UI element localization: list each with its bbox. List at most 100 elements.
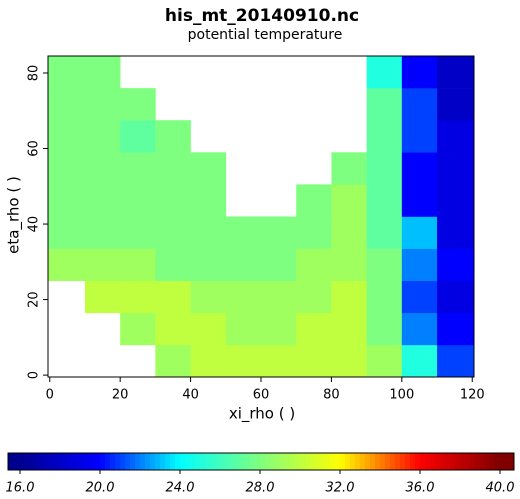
cell <box>190 248 227 281</box>
cell <box>225 312 262 346</box>
cell <box>401 120 438 153</box>
cell <box>84 248 121 281</box>
colorbar-step <box>185 453 191 470</box>
colorbar-step <box>320 453 326 470</box>
colorbar-step <box>340 453 346 470</box>
cell <box>366 344 403 378</box>
colorbar-step <box>445 453 451 470</box>
cell <box>366 184 403 217</box>
cell <box>437 216 475 249</box>
cell <box>84 184 121 217</box>
cell <box>190 216 227 249</box>
colorbar-step <box>220 453 226 470</box>
cell <box>84 280 121 314</box>
colorbar-step <box>450 453 456 470</box>
colorbar-step <box>180 453 186 470</box>
colorbar-step <box>300 453 306 470</box>
cell <box>401 280 438 314</box>
colorbar-step <box>60 453 66 470</box>
colorbar-step <box>480 453 486 470</box>
colorbar-step <box>440 453 446 470</box>
colorbar-step <box>350 453 356 470</box>
colorbar-step <box>360 453 366 470</box>
cell <box>120 88 156 121</box>
cell <box>120 120 156 153</box>
colorbar-step <box>375 453 381 470</box>
y-tick-label: 60 <box>27 140 42 157</box>
colorbar-step <box>25 453 31 470</box>
cell <box>401 88 438 121</box>
cell <box>155 152 191 185</box>
colorbar-step <box>140 453 146 470</box>
colorbar-step <box>460 453 466 470</box>
cell <box>155 280 191 314</box>
y-axis-label: eta_rho ( ) <box>5 176 24 254</box>
colorbar-step <box>305 453 311 470</box>
cell <box>155 312 191 346</box>
colorbar-step <box>495 453 501 470</box>
cell <box>261 280 297 314</box>
cell <box>366 248 403 281</box>
colorbar-step <box>105 453 111 470</box>
cell <box>366 152 403 185</box>
colorbar-step <box>80 453 86 470</box>
colorbar-step <box>175 453 181 470</box>
x-tick-label: 80 <box>323 388 340 403</box>
cell <box>120 312 156 346</box>
cell <box>261 248 297 281</box>
colorbar-step <box>190 453 196 470</box>
cell <box>155 248 191 281</box>
colorbar-step <box>120 453 126 470</box>
colorbar-step <box>45 453 51 470</box>
colorbar-step <box>275 453 281 470</box>
cell <box>155 120 191 153</box>
cell <box>120 248 156 281</box>
cell <box>84 88 121 121</box>
colorbar-end <box>8 453 20 470</box>
cell <box>296 184 332 217</box>
cell <box>155 344 191 378</box>
x-tick-label: 0 <box>46 388 54 403</box>
colorbar-step <box>225 453 231 470</box>
cell <box>437 312 475 346</box>
cell <box>437 280 475 314</box>
cell <box>84 152 121 185</box>
cell <box>331 152 367 185</box>
colorbar-step <box>205 453 211 470</box>
colorbar-step <box>410 453 416 470</box>
colorbar-step <box>230 453 236 470</box>
y-tick-label: 80 <box>27 65 42 82</box>
cell <box>48 56 86 89</box>
colorbar-step <box>335 453 341 470</box>
colorbar-step <box>145 453 151 470</box>
cell <box>366 280 403 314</box>
cell <box>437 88 475 121</box>
cell <box>401 248 438 281</box>
x-tick-label: 100 <box>389 388 414 403</box>
colorbar-step <box>20 453 26 470</box>
colorbar-step <box>40 453 46 470</box>
cell <box>261 216 297 249</box>
colorbar-step <box>155 453 161 470</box>
colorbar-step <box>285 453 291 470</box>
cell <box>296 248 332 281</box>
cell <box>120 184 156 217</box>
cell <box>48 120 86 153</box>
colorbar-step <box>130 453 136 470</box>
cell <box>84 120 121 153</box>
colorbar-step <box>245 453 251 470</box>
cell <box>366 120 403 153</box>
cell <box>120 280 156 314</box>
x-tick-label: 120 <box>460 388 485 403</box>
cell <box>437 56 475 89</box>
cell <box>437 120 475 153</box>
colorbar-tick-label: 28.0 <box>246 481 275 496</box>
colorbar-step <box>115 453 121 470</box>
x-tick-label: 20 <box>112 388 129 403</box>
cell <box>48 248 86 281</box>
y-tick-label: 40 <box>27 216 42 233</box>
colorbar-step <box>435 453 441 470</box>
colorbar-step <box>150 453 156 470</box>
cell <box>155 184 191 217</box>
